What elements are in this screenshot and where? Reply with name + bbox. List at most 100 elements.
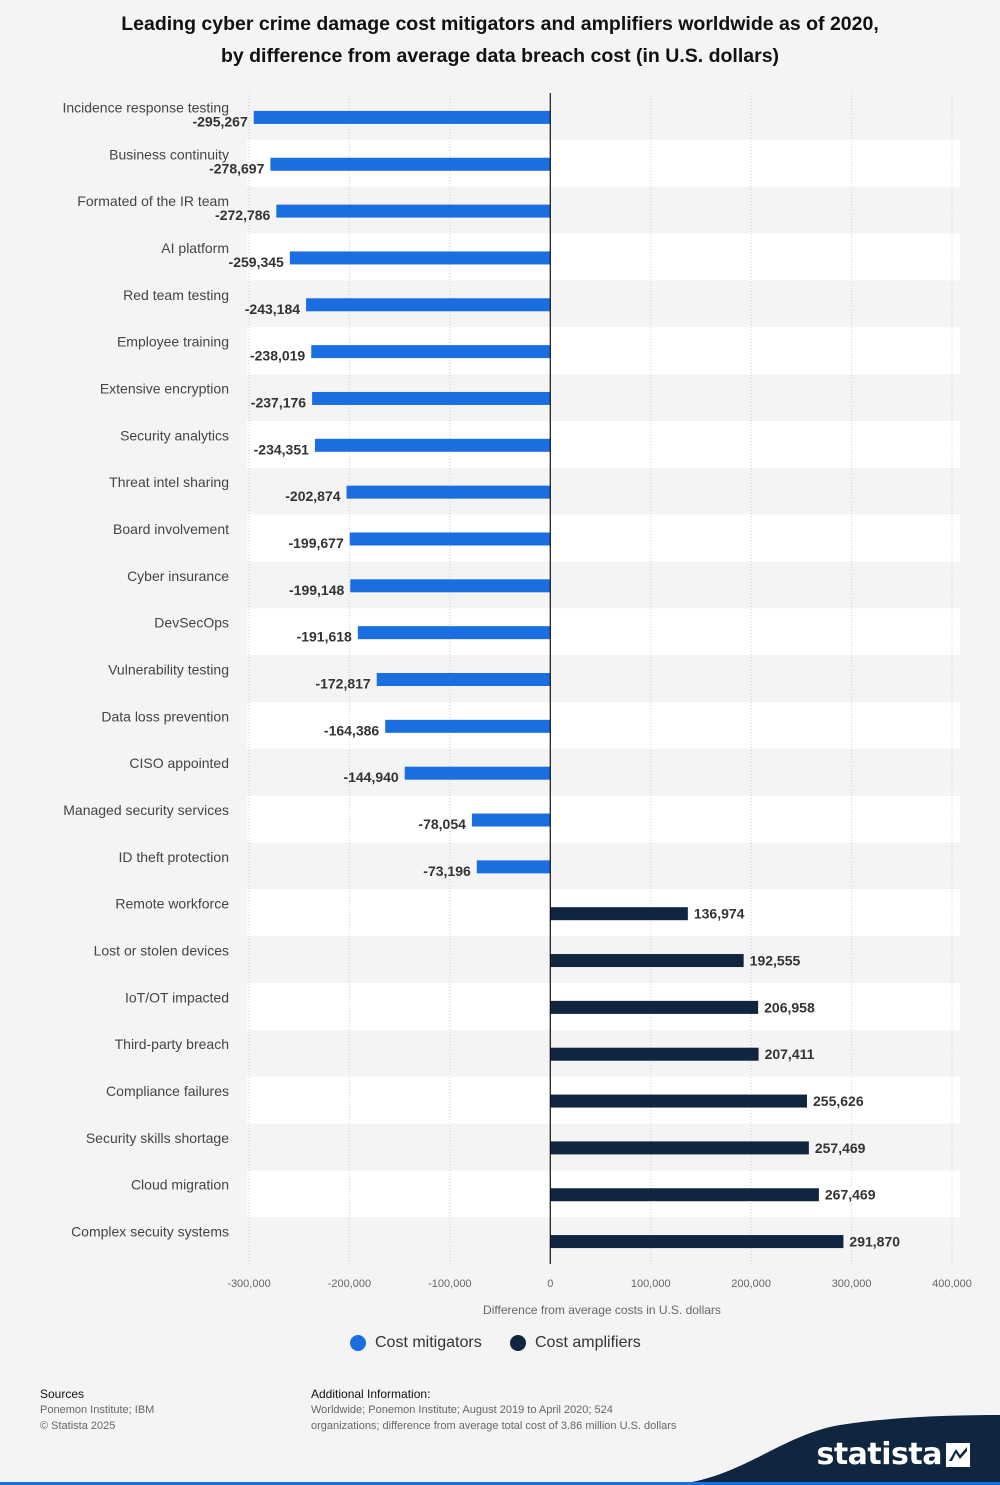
chart-legend: Cost mitigators Cost amplifiers <box>0 1334 1000 1358</box>
category-label: Managed security services <box>63 802 229 818</box>
data-label: -199,148 <box>289 582 344 598</box>
statista-logo-icon <box>946 1443 970 1467</box>
bar <box>550 1047 759 1061</box>
brand-logo-text: statista <box>816 1437 942 1472</box>
x-tick-label: 300,000 <box>832 1278 872 1290</box>
data-label: -73,196 <box>423 863 471 879</box>
category-label: Board involvement <box>113 521 229 537</box>
bar <box>550 907 688 921</box>
bar <box>404 766 551 780</box>
category-label: Cloud migration <box>131 1177 229 1193</box>
additional-info-heading: Additional Information: <box>311 1387 431 1401</box>
category-label: Data loss prevention <box>101 708 229 724</box>
category-label: Security skills shortage <box>86 1130 229 1146</box>
data-label: -202,874 <box>285 488 340 504</box>
bar <box>276 204 551 218</box>
category-label: ID theft protection <box>118 849 229 865</box>
bar <box>270 157 551 171</box>
brand-swoosh-icon <box>670 1415 1000 1485</box>
x-tick-label: -300,000 <box>227 1278 270 1290</box>
x-tick-label: 400,000 <box>932 1278 972 1290</box>
data-label: 207,411 <box>765 1046 815 1062</box>
bar <box>550 1094 808 1108</box>
data-label: 257,469 <box>815 1140 866 1156</box>
bar <box>376 673 551 686</box>
data-label: -164,386 <box>324 722 379 738</box>
category-label: Business continuity <box>109 146 229 162</box>
x-tick-label: 200,000 <box>731 1278 771 1290</box>
bar-chart: -300,000 -200,000 -100,000 0 100,000 200,000 3… <box>62 93 972 1317</box>
category-label: Security analytics <box>120 427 229 443</box>
category-label: Incidence response testing <box>62 99 229 115</box>
chart-title: Leading cyber crime damage cost mitigato… <box>40 8 960 72</box>
bar <box>349 532 551 546</box>
row-band <box>247 701 960 749</box>
legend-label-amplifiers: Cost amplifiers <box>535 1334 641 1351</box>
data-label: 192,555 <box>750 953 801 969</box>
sources-line-1: Ponemon Institute; IBM <box>40 1404 155 1416</box>
category-label: Third-party breach <box>115 1036 229 1052</box>
data-label: -243,184 <box>245 301 300 317</box>
category-label: Employee training <box>117 334 229 350</box>
bottom-accent-line <box>0 1482 1000 1485</box>
bar <box>550 1000 759 1014</box>
bar <box>314 438 551 452</box>
category-label: DevSecOps <box>154 615 229 631</box>
data-label: -234,351 <box>254 441 309 457</box>
category-label: AI platform <box>161 240 229 256</box>
data-label: -199,677 <box>288 535 343 551</box>
legend-label-mitigators: Cost mitigators <box>375 1334 482 1351</box>
category-label: CISO appointed <box>129 755 229 771</box>
row-band <box>247 608 960 656</box>
data-label: -295,267 <box>192 113 247 129</box>
bar <box>471 813 551 827</box>
footer-additional-info: Additional Information: Worldwide; Ponem… <box>311 1386 676 1434</box>
category-label: Cyber insurance <box>127 568 229 584</box>
data-label: -78,054 <box>418 816 466 832</box>
data-label: -272,786 <box>215 207 270 223</box>
additional-info-line-1: Worldwide; Ponemon Institute; August 201… <box>311 1404 613 1416</box>
bar <box>550 1235 844 1249</box>
data-label: -237,176 <box>251 394 306 410</box>
category-label: Complex secuity systems <box>71 1224 229 1240</box>
x-tick-label: 100,000 <box>631 1278 671 1290</box>
data-label: -278,697 <box>209 160 264 176</box>
category-label: IoT/OT impacted <box>125 989 229 1005</box>
bar <box>550 954 744 968</box>
category-label: Remote workforce <box>115 896 229 912</box>
data-label: 136,974 <box>694 906 745 922</box>
sources-line-2: © Statista 2025 <box>40 1420 116 1432</box>
data-label: -238,019 <box>250 348 305 364</box>
x-tick-label: 0 <box>547 1278 553 1290</box>
bar <box>311 345 551 359</box>
x-axis-title: Difference from average costs in U.S. do… <box>483 1303 721 1317</box>
legend-item-cost-amplifiers[interactable]: Cost amplifiers <box>510 1334 641 1352</box>
bar <box>550 1141 809 1155</box>
category-label: Vulnerability testing <box>108 662 229 678</box>
statista-brand[interactable]: statista <box>670 1395 1000 1485</box>
additional-info-line-2: organizations; difference from average t… <box>311 1420 677 1432</box>
row-band <box>247 795 960 843</box>
category-label: Compliance failures <box>106 1083 229 1099</box>
bar <box>385 719 551 733</box>
category-label: Threat intel sharing <box>109 474 229 490</box>
sources-heading: Sources <box>40 1387 85 1401</box>
legend-dot-amplifiers-icon <box>510 1335 526 1351</box>
category-label: Extensive encryption <box>100 380 229 396</box>
data-label: -144,940 <box>343 769 398 785</box>
bar <box>306 298 551 312</box>
bar <box>476 860 551 874</box>
data-label: -191,618 <box>297 629 352 645</box>
chart-title-line-2: by difference from average data breach c… <box>220 45 780 67</box>
bar <box>550 1188 819 1202</box>
data-label: 255,626 <box>813 1093 864 1109</box>
category-label: Lost or stolen devices <box>94 943 229 959</box>
data-label: 291,870 <box>849 1234 900 1250</box>
legend-item-cost-mitigators[interactable]: Cost mitigators <box>350 1334 482 1352</box>
bar <box>312 391 551 405</box>
data-label: -172,817 <box>315 676 370 692</box>
legend-dot-mitigators-icon <box>350 1335 366 1351</box>
footer-sources: Sources Ponemon Institute; IBM © Statist… <box>40 1386 154 1434</box>
data-label: 206,958 <box>764 999 815 1015</box>
data-label: 267,469 <box>825 1187 876 1203</box>
